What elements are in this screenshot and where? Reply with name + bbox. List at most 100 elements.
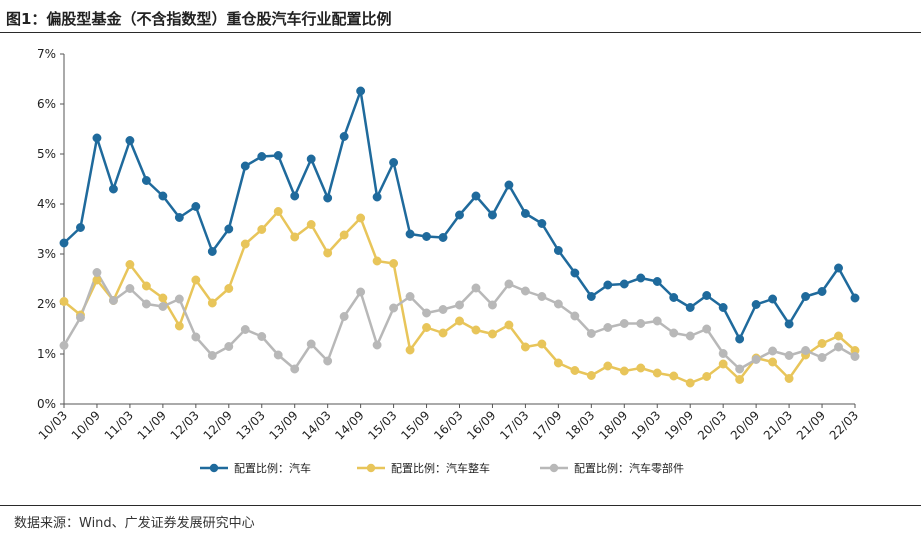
series-1-point [290,232,300,242]
x-tick-label: 19/03 [629,408,663,442]
series-1-point [422,323,431,332]
legend-entry-2: 配置比例：汽车零部件 [574,461,684,475]
series-1-point [158,293,168,303]
series-2-point [422,308,431,318]
series-1-point [488,329,497,339]
series-2-point [405,292,415,301]
series-2-point [504,279,514,289]
series-2-point [323,356,333,366]
series-0-point [834,263,843,273]
series-0-point [207,247,217,256]
x-tick-label: 19/09 [662,408,696,442]
series-2-point [702,324,712,334]
series-0-point [273,151,283,160]
series-1-point [784,374,794,383]
series-0-point [141,176,151,185]
series-0-point [488,210,497,220]
series-0-point [76,223,85,232]
series-0-point [158,191,168,201]
x-tick-label: 11/09 [135,408,169,442]
series-1-point [273,207,283,216]
series-1-point [356,213,366,223]
x-tick-label: 10/03 [36,408,70,442]
y-tick-label: 2% [37,297,56,311]
series-2-point [389,303,399,313]
series-2-point [356,287,366,297]
series-2-point [191,332,201,342]
series-0-point [850,293,860,303]
x-tick-label: 15/03 [365,408,399,442]
x-tick-label: 11/03 [102,408,136,442]
series-1-point [257,225,267,234]
series-2-point [570,311,580,321]
title-rule [0,32,921,33]
x-tick-label: 10/09 [69,408,103,442]
x-tick-label: 13/03 [234,408,268,442]
series-2-point [438,305,448,314]
series-0-point [257,152,267,161]
series-1-point [141,281,151,291]
series-1-point [59,297,69,306]
series-0-point [768,294,778,304]
series-0-point [290,191,300,201]
series-0-point [471,191,481,201]
series-2-point [718,349,728,358]
series-1-point [125,260,135,269]
series-1-point [306,220,316,229]
series-1-point [471,325,481,335]
series-1-point [339,230,349,240]
series-0-point [586,292,596,301]
series-2-point [306,339,316,349]
series-2-point [273,350,283,360]
series-0-point [191,202,201,211]
series-2-point [619,319,629,328]
x-tick-label: 20/03 [695,408,729,442]
series-0-point [438,233,448,242]
series-2-point [76,313,85,322]
x-tick-label: 16/03 [431,408,465,442]
series-1-point [718,359,728,369]
y-tick-label: 0% [37,397,56,411]
series-1-point [834,331,843,341]
series-1-point [323,248,333,258]
x-tick-label: 12/09 [201,408,235,442]
series-0-point [405,229,415,239]
series-2-point [603,323,613,332]
series-0-point [422,232,431,241]
series-0-point [685,303,695,312]
series-2-point [784,351,794,360]
series-0-point [636,273,646,283]
series-2-point [108,296,118,305]
series-0-point [504,180,514,190]
series-2-point [257,332,267,341]
series-0-point [817,287,827,296]
series-0-point [224,224,234,234]
series-2-point [207,351,217,360]
x-tick-label: 18/09 [596,408,630,442]
legend-marker-0 [209,463,219,473]
x-tick-label: 21/03 [761,408,795,442]
y-tick-label: 3% [37,247,56,261]
x-tick-label: 20/09 [728,408,762,442]
series-1-point [586,371,596,380]
series-2-point [471,283,481,293]
x-tick-label: 12/03 [168,408,202,442]
series-1-point [702,372,712,381]
x-tick-label: 15/09 [398,408,432,442]
series-1-point [504,320,514,330]
x-tick-label: 22/03 [827,408,861,442]
series-0-point [652,277,662,286]
series-0-point [553,246,563,255]
series-0-point [306,154,316,164]
legend-entry-0: 配置比例：汽车 [234,461,311,475]
series-0-point [323,193,333,203]
y-tick-label: 7% [37,47,56,61]
series-0-point [520,209,530,218]
series-0-point [751,300,761,309]
series-2-point [158,302,168,311]
series-0-point [92,133,102,143]
series-2-point [92,268,102,277]
series-2-point [636,319,646,328]
series-0-point [372,192,382,202]
legend-marker-1 [366,463,376,473]
